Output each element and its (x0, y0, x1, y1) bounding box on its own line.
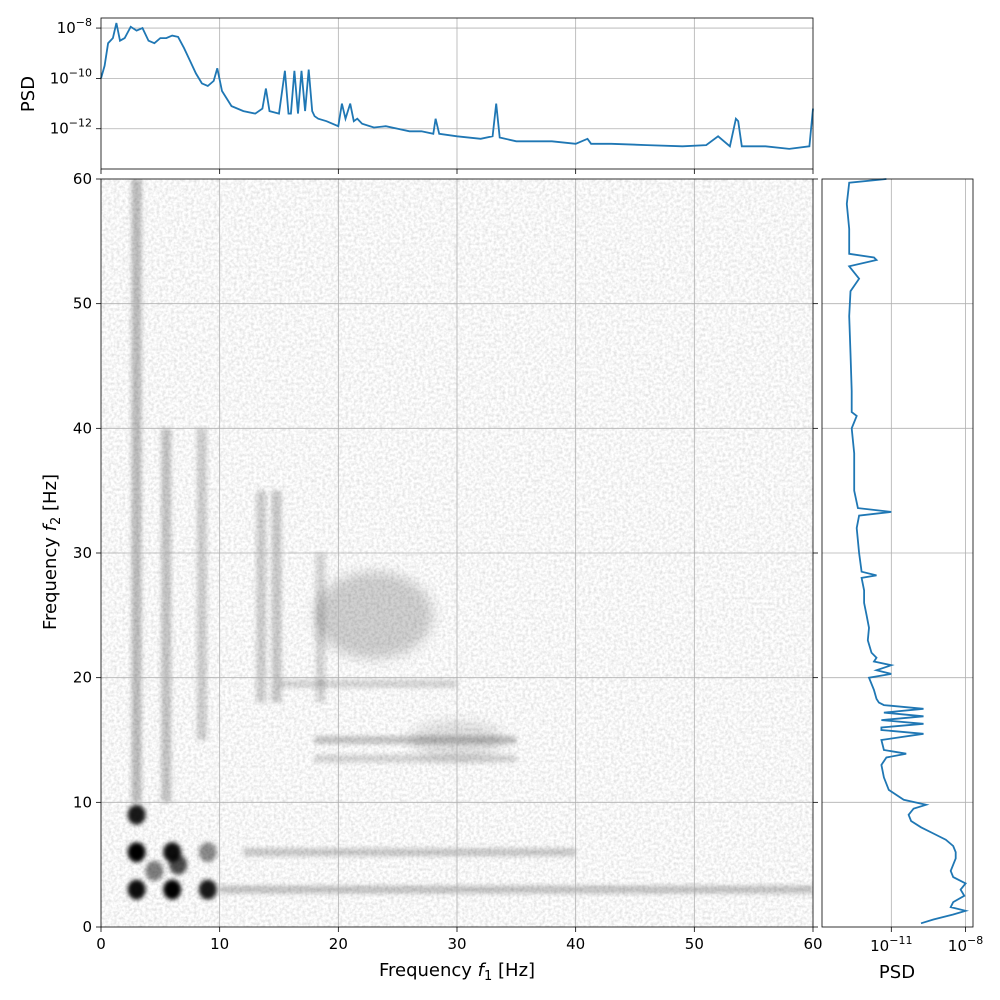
bright-spot (127, 879, 146, 900)
right-panel-frame (821, 178, 974, 928)
bright-spot (163, 879, 182, 900)
vertical-streak (196, 428, 207, 740)
top-panel-frame (100, 17, 814, 170)
heatmap-x-axis-label: Frequency f1 [Hz] (379, 960, 535, 984)
diffuse-blob (314, 571, 434, 659)
right-x-tick-label: 10−11 (870, 934, 912, 955)
main-x-tick-label: 50 (685, 935, 704, 953)
right-psd-line (845, 178, 970, 925)
heatmap-y-axis-label: Frequency f2 [Hz] (40, 474, 64, 630)
horizontal-streak (243, 848, 576, 857)
main-y-tick-label: 20 (73, 669, 92, 687)
main-x-tick-label: 20 (329, 935, 348, 953)
heatmap-ticks: 0 10 20 30 40 50 60 0 10 20 30 40 50 60 (73, 170, 823, 953)
right-psd-panel: 10−11 10−8 PSD (821, 178, 983, 983)
bright-spot (127, 804, 146, 825)
right-x-tick-label: 10−8 (948, 934, 983, 955)
top-psd-line (100, 22, 814, 150)
main-y-tick-label: 50 (73, 295, 92, 313)
main-y-tick-label: 60 (73, 170, 92, 188)
main-x-tick-label: 10 (210, 935, 229, 953)
vertical-streak (256, 490, 267, 703)
right-panel-x-ticks: 10−11 10−8 (870, 927, 983, 955)
right-panel-grid (822, 179, 973, 927)
horizontal-streak (219, 885, 813, 894)
main-y-tick-label: 40 (73, 419, 92, 437)
top-y-tick-label: 10−8 (57, 16, 92, 37)
vertical-streak (271, 490, 282, 703)
heatmap-frame (100, 178, 814, 928)
vertical-streak (131, 179, 142, 803)
main-y-tick-label: 30 (73, 544, 92, 562)
bright-spot (169, 854, 188, 875)
bright-spot (145, 860, 164, 881)
main-x-tick-label: 40 (566, 935, 585, 953)
top-y-tick-label: 10−12 (50, 117, 92, 138)
main-y-tick-label: 0 (82, 918, 92, 936)
top-panel-y-ticks: 10−8 10−10 10−12 (50, 16, 814, 174)
bispectrum-heatmap-panel: 0 10 20 30 40 50 60 0 10 20 30 40 50 60 Frequency f1 … (40, 170, 823, 984)
bright-spot (198, 842, 217, 863)
vertical-streak (161, 428, 172, 803)
main-x-tick-label: 0 (96, 935, 106, 953)
heatmap-grid (101, 179, 813, 927)
top-panel-y-axis-label: PSD (18, 76, 39, 112)
main-y-tick-label: 10 (73, 793, 92, 811)
top-y-tick-label: 10−10 (50, 66, 92, 87)
bright-spot (198, 879, 217, 900)
top-psd-panel: 10−8 10−10 10−12 PSD (18, 16, 814, 174)
main-x-tick-label: 60 (803, 935, 822, 953)
bright-spot (127, 842, 146, 863)
right-panel-x-axis-label: PSD (879, 962, 915, 983)
horizontal-streak (279, 679, 457, 688)
horizontal-streak (314, 754, 517, 763)
main-x-tick-label: 30 (447, 935, 466, 953)
